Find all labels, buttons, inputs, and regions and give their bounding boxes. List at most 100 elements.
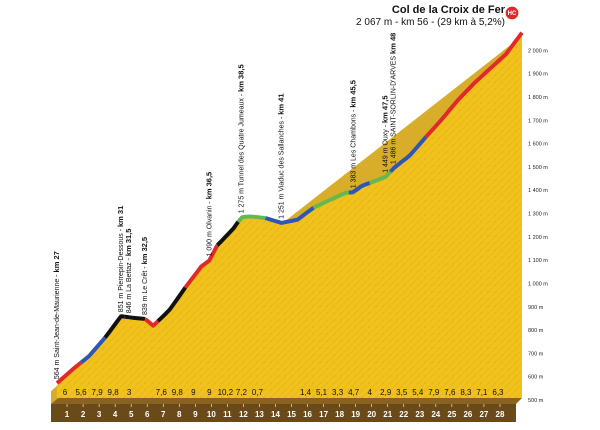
km-tick-label: 2 xyxy=(81,410,86,419)
km-tick-label: 8 xyxy=(177,410,182,419)
gradient-label: 4,7 xyxy=(348,388,360,397)
category-badge xyxy=(504,5,520,21)
gradient-label: 7,9 xyxy=(428,388,440,397)
gradient-label: 9 xyxy=(207,388,212,397)
gradient-label: 8,3 xyxy=(460,388,472,397)
profile-line-segment xyxy=(369,170,392,185)
gradient-label: 7,2 xyxy=(236,388,248,397)
profile-line-segment xyxy=(389,135,428,173)
profile-line-segment xyxy=(79,336,107,365)
gradient-labels: 6 5,6 7,9 9,8 3 7,6 9,8 9 9 10,2 7,2 0,7 1,4 5,1 3,3 4,… xyxy=(63,388,504,397)
waypoint-label: 1 486 m SAINT-SORLIN-D'ARVES km 48 xyxy=(389,33,398,164)
category-label: HC xyxy=(508,11,517,17)
altitude-tick-label: 1 000 m xyxy=(528,281,548,287)
altitude-tick-label: 1 300 m xyxy=(528,212,548,218)
km-tick-label: 13 xyxy=(255,410,264,419)
altitude-axis: 500 m 600 m 700 m 800 m 900 m 1 000 m 1 100 m 1… xyxy=(528,48,548,404)
gradient-label: 9,8 xyxy=(172,388,184,397)
altitude-tick-label: 800 m xyxy=(528,328,544,334)
profile-line-segment xyxy=(156,286,187,323)
profile-line-segment xyxy=(103,314,125,339)
gradient-label: 10,2 xyxy=(218,388,234,397)
gradient-label: 0,7 xyxy=(252,388,264,397)
altitude-tick-label: 500 m xyxy=(528,398,544,404)
waypoint-label: 846 m La Bettaz - km 31,5 xyxy=(124,229,133,314)
profile-base xyxy=(51,398,522,422)
waypoint-label: 851 m Pierrepin-Dessous - km 31 xyxy=(116,206,125,312)
altitude-tick-label: 1 100 m xyxy=(528,258,548,264)
km-tick-label: 27 xyxy=(479,410,488,419)
km-tick-label: 12 xyxy=(239,410,248,419)
km-tick-label: 10 xyxy=(207,410,216,419)
profile-line-segment xyxy=(348,181,371,195)
km-strip xyxy=(51,404,516,422)
km-tick-label: 26 xyxy=(463,410,472,419)
km-tick-label: 6 xyxy=(145,410,150,419)
altitude-tick-label: 600 m xyxy=(528,375,544,381)
km-tick-label: 4 xyxy=(113,410,118,419)
km-tick-label: 5 xyxy=(129,410,134,419)
km-tick-label: 3 xyxy=(97,410,102,419)
gradient-label: 7,6 xyxy=(444,388,456,397)
waypoint-label: 564 m Saint-Jean-de-Maurienne - km 27 xyxy=(52,251,61,379)
km-tick-label: 1 xyxy=(65,410,70,419)
gradient-label: 5,6 xyxy=(75,388,87,397)
altitude-tick-label: 1 900 m xyxy=(528,72,548,78)
waypoint-label: 1 449 m Ouxy - km 47,5 xyxy=(381,95,390,172)
altitude-tick-label: 900 m xyxy=(528,305,544,311)
altitude-tick-label: 1 600 m xyxy=(528,142,548,148)
profile-line-segment xyxy=(312,190,349,210)
km-tick-label: 21 xyxy=(383,410,392,419)
gradient-label: 3,3 xyxy=(332,388,344,397)
profile-line-segment xyxy=(183,244,220,289)
profile-line-segment xyxy=(264,206,315,225)
km-tick-label: 23 xyxy=(415,410,424,419)
profile-line-segment xyxy=(424,31,524,139)
gradient-label: 7,6 xyxy=(156,388,168,397)
altitude-tick-label: 1 800 m xyxy=(528,95,548,101)
km-tick-label: 16 xyxy=(303,410,312,419)
km-axis: 1 2 3 4 5 6 7 8 9 10 11 12 13 14 15 16 17 18 19 20 21 22 23 24 2… xyxy=(65,404,505,419)
gradient-label: 7,1 xyxy=(476,388,488,397)
km-tick-label: 18 xyxy=(335,410,344,419)
altitude-tick-label: 1 500 m xyxy=(528,165,548,171)
gradient-label: 3 xyxy=(127,388,132,397)
km-tick-label: 20 xyxy=(367,410,376,419)
waypoint-label: 1 251 m Viaduc des Sallanches - km 41 xyxy=(277,93,286,218)
gradient-label: 1,4 xyxy=(300,388,312,397)
profile-line-segment xyxy=(236,214,266,224)
profile-line xyxy=(55,31,524,385)
gradient-label: 6 xyxy=(63,388,68,397)
gradient-label: 5,1 xyxy=(316,388,328,397)
km-tick-label: 19 xyxy=(351,410,360,419)
profile-line-segment xyxy=(55,361,83,385)
summit-name: Col de la Croix de Fer xyxy=(392,4,506,16)
gradient-label: 5,4 xyxy=(412,388,424,397)
km-tick-label: 24 xyxy=(431,410,440,419)
gradient-label: 9,8 xyxy=(108,388,120,397)
km-tick-label: 11 xyxy=(223,410,232,419)
summit-title: Col de la Croix de Fer 2 067 m - km 56 -… xyxy=(356,4,520,28)
km-tick-label: 28 xyxy=(496,410,505,419)
gradient-label: 7,9 xyxy=(92,388,104,397)
altitude-tick-label: 1 200 m xyxy=(528,235,548,241)
profile-fill xyxy=(57,34,522,398)
km-tick-label: 15 xyxy=(287,410,296,419)
waypoint-label: 839 m Le Crêt - km 32,5 xyxy=(140,237,149,315)
altitude-tick-label: 2 000 m xyxy=(528,48,548,54)
summit-info: 2 067 m - km 56 - (29 km à 5,2%) xyxy=(356,17,505,28)
profile-line-segment xyxy=(143,317,160,328)
altitude-tick-label: 700 m xyxy=(528,351,544,357)
gradient-label: 2,9 xyxy=(380,388,392,397)
gradient-label: 9 xyxy=(191,388,196,397)
km-tick-label: 22 xyxy=(399,410,408,419)
gradient-label: 6,3 xyxy=(492,388,504,397)
waypoint-annotations: 564 m Saint-Jean-de-Maurienne - km 27 851… xyxy=(52,33,398,379)
gradient-label: 4 xyxy=(367,388,372,397)
waypoint-label: 1 383 m Les Chambons - km 45,5 xyxy=(349,80,358,188)
altitude-tick-label: 1 700 m xyxy=(528,118,548,124)
profile-line-segment xyxy=(215,220,240,247)
altitude-tick-label: 1 400 m xyxy=(528,188,548,194)
profile-line-segment xyxy=(124,314,147,321)
